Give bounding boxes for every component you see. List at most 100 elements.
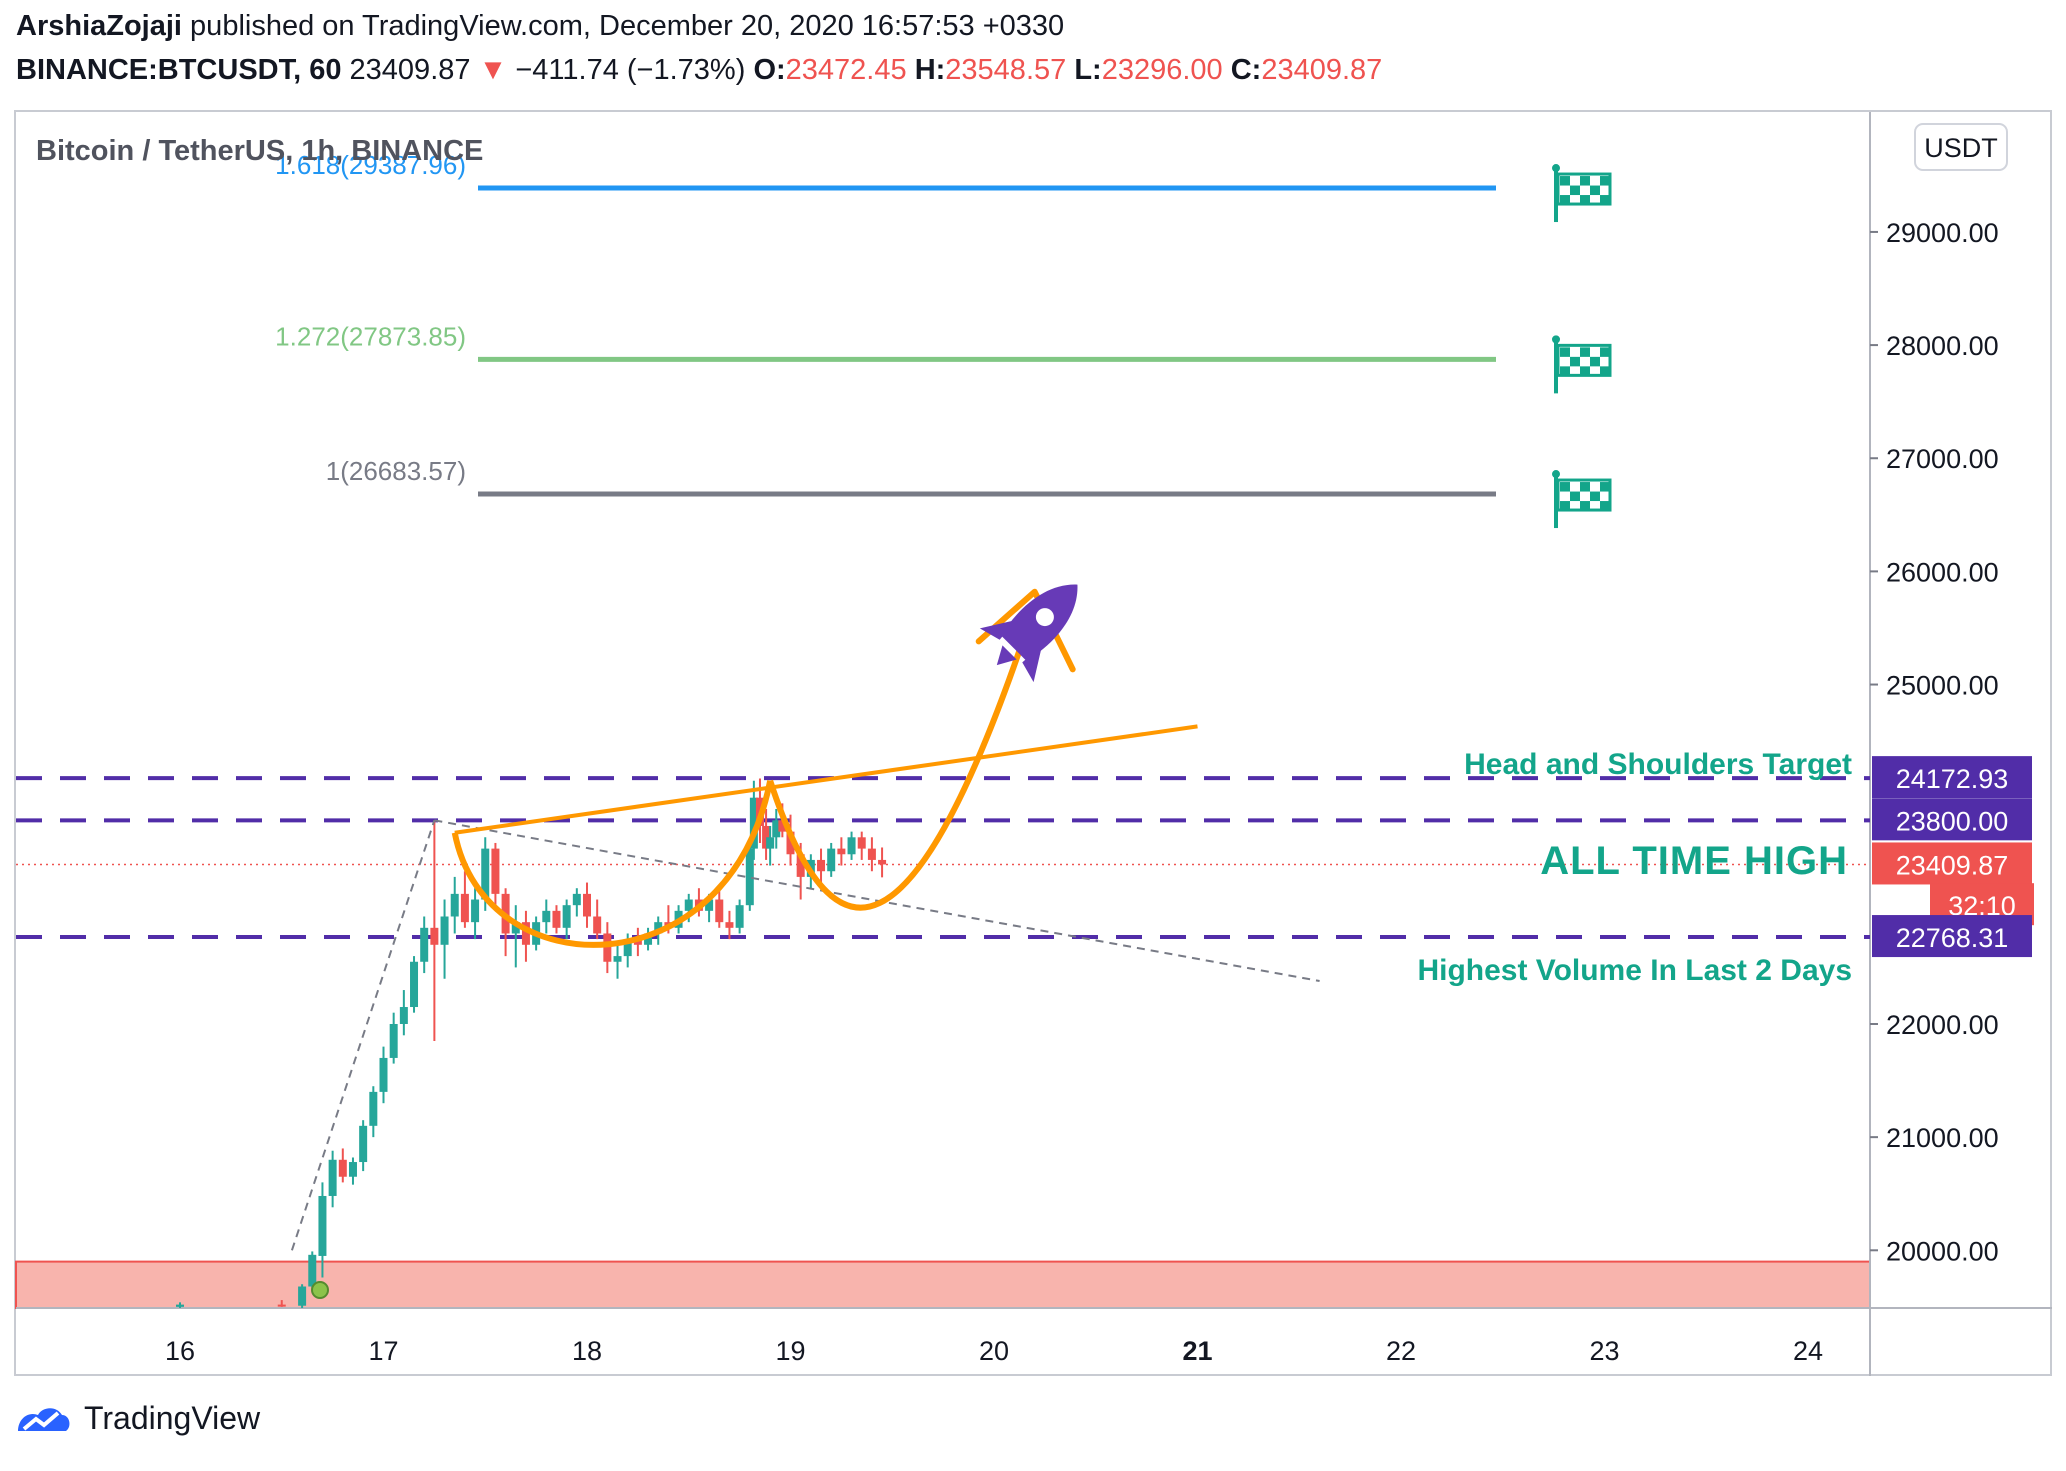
candle-body[interactable] <box>778 820 787 832</box>
candle-body[interactable] <box>878 859 887 865</box>
candle-body[interactable] <box>389 1023 398 1058</box>
candle-body[interactable] <box>277 1304 286 1307</box>
candle-body[interactable] <box>786 831 795 855</box>
candle-body[interactable] <box>867 848 876 860</box>
candle-body[interactable] <box>705 899 714 911</box>
y-tick-label: 25000.00 <box>1886 671 1999 701</box>
candle-body[interactable] <box>440 916 449 945</box>
signal-dot <box>311 1281 329 1299</box>
candle-body[interactable] <box>542 910 551 923</box>
projection-arrow[interactable] <box>767 604 1038 911</box>
candle-body[interactable] <box>749 797 758 849</box>
candle-body[interactable] <box>603 933 612 962</box>
author-name[interactable]: ArshiaZojaji <box>16 10 182 42</box>
price-tag-label: 24172.93 <box>1896 764 2009 794</box>
candle-body[interactable] <box>772 820 781 838</box>
price-tag-label: 23409.87 <box>1896 850 2009 880</box>
candle-body[interactable] <box>762 825 771 849</box>
currency-badge-label: USDT <box>1924 133 1998 163</box>
candle-body[interactable] <box>847 837 856 855</box>
candle-body[interactable] <box>481 848 490 900</box>
candle-body[interactable] <box>827 848 836 872</box>
chart-frame <box>14 110 2052 1376</box>
candle-body[interactable] <box>796 854 805 877</box>
candle-body[interactable] <box>623 939 632 957</box>
candle-body[interactable] <box>644 933 653 945</box>
candle-body[interactable] <box>715 899 724 923</box>
candle-body[interactable] <box>308 1254 317 1287</box>
candle-body[interactable] <box>359 1125 368 1163</box>
candle-body[interactable] <box>399 1007 408 1024</box>
candle-body[interactable] <box>684 899 693 911</box>
candle-body[interactable] <box>318 1195 327 1256</box>
high-label: H: <box>914 54 946 86</box>
candle-body[interactable] <box>420 927 429 962</box>
candle-body[interactable] <box>583 893 591 917</box>
candle-body[interactable] <box>471 899 480 923</box>
candle-body[interactable] <box>837 848 846 855</box>
candle-body[interactable] <box>593 916 602 934</box>
trend-line[interactable] <box>434 819 1320 982</box>
candle-body[interactable] <box>328 1159 337 1196</box>
currency-badge[interactable] <box>1914 123 2008 171</box>
candle-body[interactable] <box>562 905 571 928</box>
y-tick-label: 21000.00 <box>1886 1123 1999 1153</box>
candle-body[interactable] <box>511 922 520 934</box>
candle-body[interactable] <box>410 961 419 1008</box>
x-tick-label: 18 <box>572 1336 602 1366</box>
candle-body[interactable] <box>521 922 530 945</box>
candle-body[interactable] <box>450 893 459 917</box>
publish-info: ArshiaZojaji published on TradingView.co… <box>16 10 1064 43</box>
candle-body[interactable] <box>857 837 866 849</box>
candle-body[interactable] <box>491 848 500 894</box>
price-tag-label: 23800.00 <box>1896 806 2009 836</box>
candle-body[interactable] <box>766 837 775 849</box>
candle-body[interactable] <box>298 1286 307 1306</box>
x-tick-label: 16 <box>165 1336 195 1366</box>
fib-level-label: 1.618(29387.96) <box>275 150 466 180</box>
symbol-name[interactable]: BINANCE:BTCUSDT, 60 <box>16 54 342 86</box>
trend-line[interactable] <box>290 820 436 1251</box>
candle-body[interactable] <box>379 1057 388 1092</box>
candle-body[interactable] <box>572 893 581 906</box>
footer: TradingView <box>14 1400 260 1437</box>
chart-title: Bitcoin / TetherUS, 1h, BINANCE <box>36 135 483 167</box>
x-tick-label: 20 <box>979 1336 1009 1366</box>
ath-annotation[interactable]: ALL TIME HIGH <box>1540 839 1848 883</box>
neckline[interactable] <box>454 724 1198 835</box>
rocket-icon[interactable] <box>970 558 1104 692</box>
candle-body[interactable] <box>613 956 622 962</box>
candle-body[interactable] <box>552 910 561 928</box>
candle-body[interactable] <box>745 848 754 906</box>
candle-body[interactable] <box>338 1159 347 1177</box>
price-tag[interactable] <box>1872 915 2032 958</box>
last-price: 23409.87 <box>349 54 471 86</box>
high-value: 23548.57 <box>945 54 1067 86</box>
candle-body[interactable] <box>735 905 744 928</box>
candle-body[interactable] <box>369 1091 378 1126</box>
candle-body[interactable] <box>725 922 734 928</box>
candle-body[interactable] <box>430 927 439 945</box>
hs-target-annotation[interactable]: Head and Shoulders Target <box>1464 748 1852 781</box>
low-label: L: <box>1074 54 1102 86</box>
open-label: O: <box>753 54 786 86</box>
candle-body[interactable] <box>460 893 469 923</box>
x-tick-label: 24 <box>1793 1336 1823 1366</box>
close-label: C: <box>1230 54 1262 86</box>
highest-volume-annotation[interactable]: Highest Volume In Last 2 Days <box>1417 954 1852 987</box>
candle-body[interactable] <box>817 859 826 872</box>
flag-icon <box>1552 335 1612 394</box>
footer-brand[interactable]: TradingView <box>84 1400 261 1436</box>
open-value: 23472.45 <box>785 54 907 86</box>
candle-body[interactable] <box>654 922 663 934</box>
x-tick-label: 21 <box>1182 1336 1212 1366</box>
price-tag[interactable] <box>1872 756 2032 799</box>
cup-curve[interactable] <box>451 780 774 948</box>
candle-body[interactable] <box>176 1304 184 1307</box>
candle-body[interactable] <box>348 1162 357 1177</box>
price-tag[interactable] <box>1872 798 2032 841</box>
y-tick-label: 22000.00 <box>1886 1010 1999 1040</box>
low-value: 23296.00 <box>1101 54 1223 86</box>
price-tag[interactable] <box>1872 842 2032 885</box>
